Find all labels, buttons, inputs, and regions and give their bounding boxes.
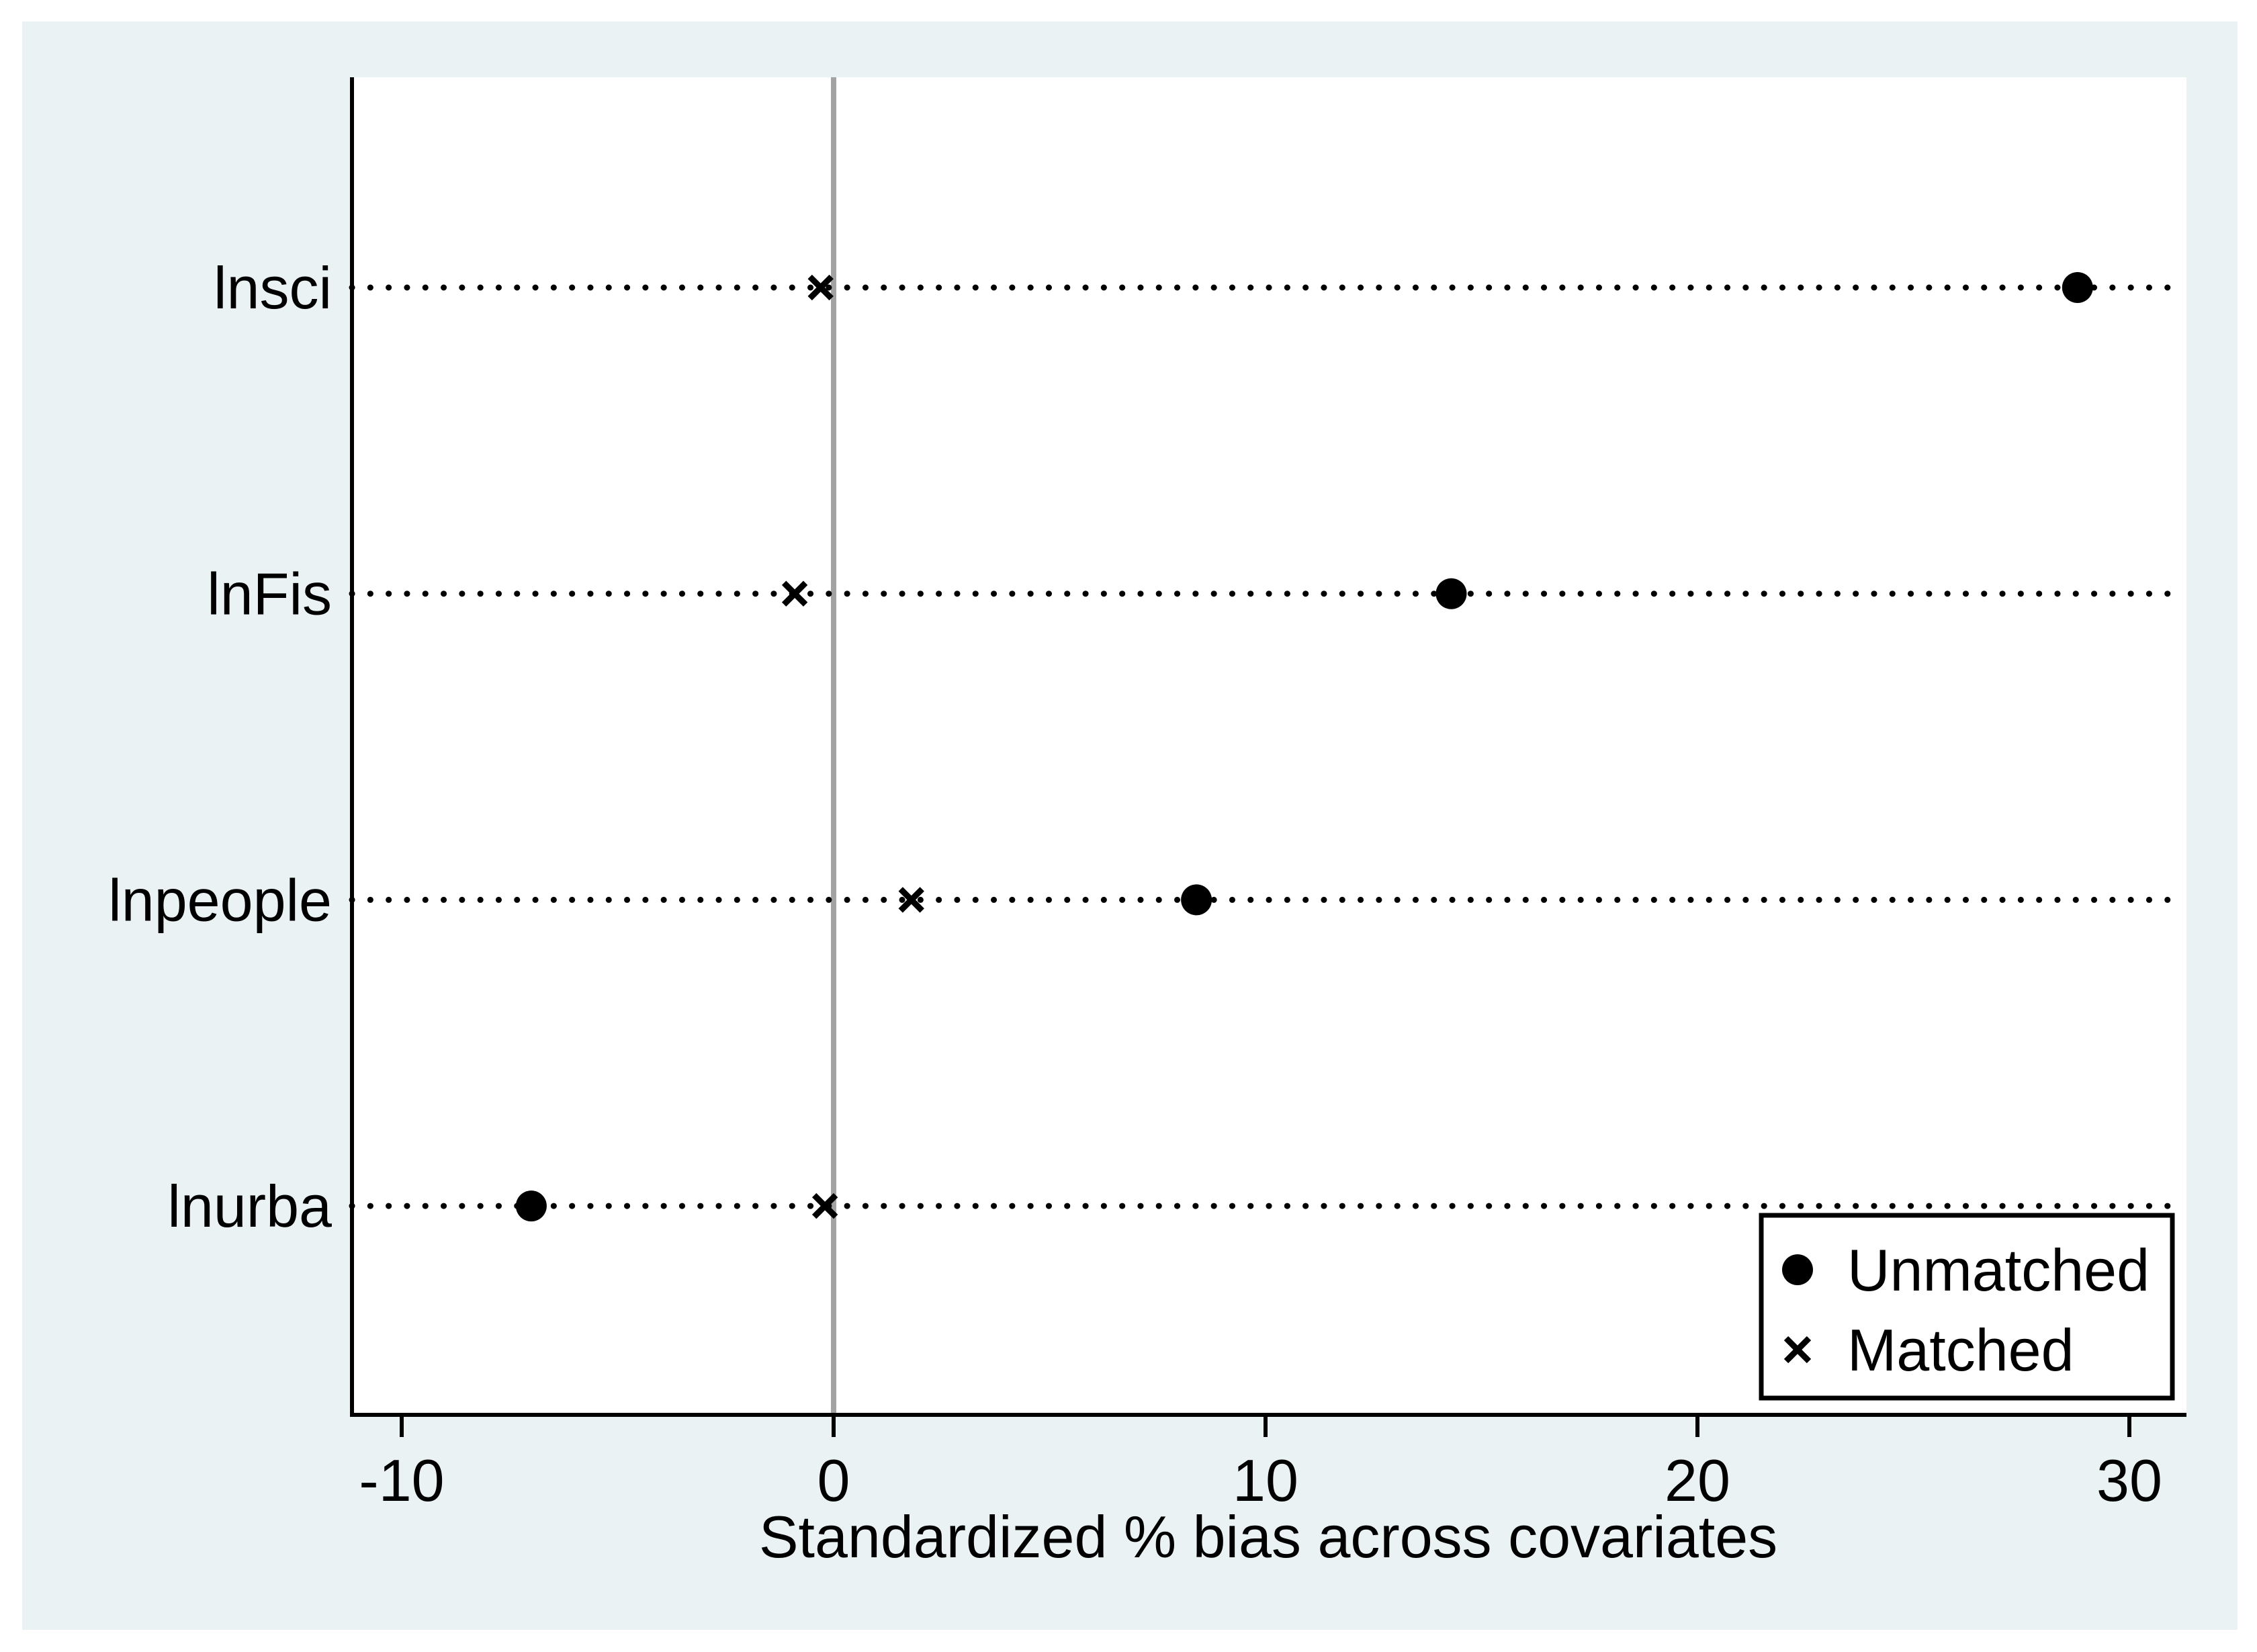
category-labels-group: lnsci lnFis lnpeople lnurba [108, 255, 332, 1240]
category-label-lnsci: lnsci [214, 255, 332, 321]
x-tick-label-20: 20 [1665, 1447, 1730, 1514]
x-tick-label--10: -10 [359, 1447, 444, 1514]
unmatched-marker-lnFis [1435, 578, 1467, 609]
category-label-lnurba: lnurba [167, 1173, 332, 1240]
x-tick-label-0: 0 [817, 1447, 850, 1514]
unmatched-marker-lnpeople [1181, 884, 1212, 916]
markers-group [515, 272, 2093, 1222]
legend-matched-label: Matched [1847, 1317, 2074, 1383]
category-label-lnFis: lnFis [207, 561, 332, 627]
matched-marker-lnFis [781, 580, 808, 607]
legend-unmatched-label: Unmatched [1847, 1237, 2150, 1303]
x-tick-label-30: 30 [2096, 1447, 2162, 1514]
matched-marker-lnsci [807, 274, 834, 301]
x-tick-label-10: 10 [1233, 1447, 1298, 1514]
unmatched-marker-lnsci [2062, 272, 2093, 303]
legend: Unmatched Matched [1759, 1213, 2175, 1401]
matched-marker-lnurba [811, 1192, 838, 1219]
legend-box [1759, 1213, 2175, 1401]
unmatched-marker-lnurba [515, 1190, 547, 1222]
category-label-lnpeople: lnpeople [108, 867, 332, 933]
legend-matched-marker-icon [1783, 1336, 1812, 1364]
matched-marker-lnpeople [898, 887, 924, 913]
x-axis-title: Standardized % bias across covariates [759, 1504, 1777, 1570]
plot-area [352, 77, 2186, 1415]
x-ticks-group: -10 0 10 20 30 [359, 1415, 2162, 1514]
legend-unmatched-marker-icon [1782, 1254, 1813, 1285]
grid-rows-group [349, 284, 2188, 1209]
